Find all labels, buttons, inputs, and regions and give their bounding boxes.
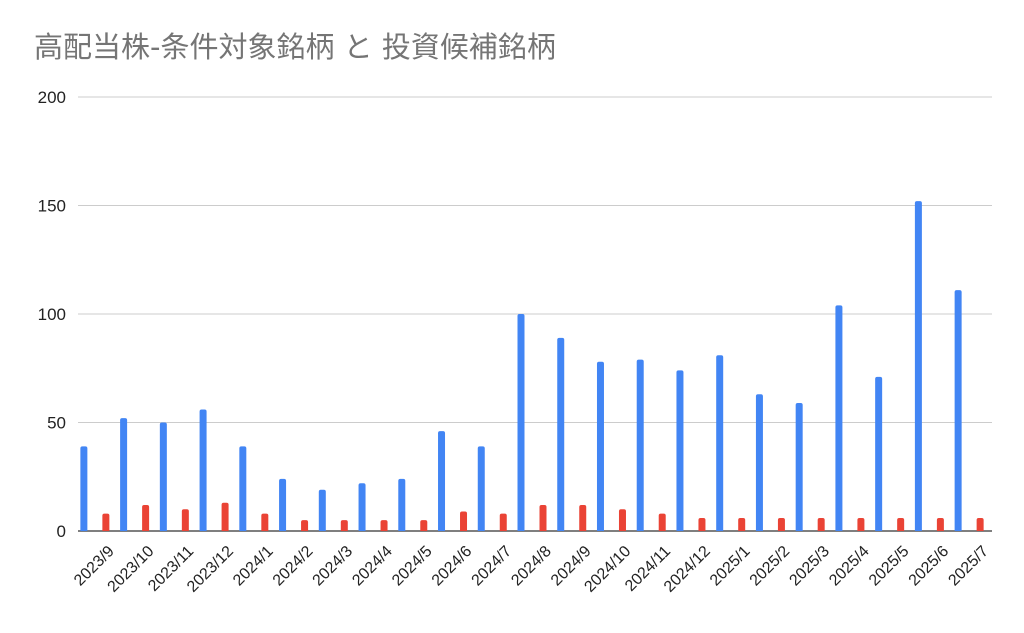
x-tick-label: 2025/5 <box>866 543 913 590</box>
bar-series-1-2024/11 <box>636 359 644 531</box>
chart-title: 高配当株-条件対象銘柄 と 投資候補銘柄 <box>34 30 556 64</box>
bar-series-1-2024/9 <box>557 337 565 531</box>
bar-series-2-2023/12 <box>221 502 229 531</box>
bar-series-1-2025/3 <box>795 402 803 531</box>
bar-series-2-2023/11 <box>181 509 189 531</box>
bar-series-2-2024/9 <box>579 504 587 531</box>
x-tick-label: 2024/8 <box>508 543 555 590</box>
bar-series-1-2024/5 <box>398 478 406 531</box>
y-tick-label: 100 <box>38 305 66 324</box>
bar-series-1-2025/1 <box>716 355 724 531</box>
bar-series-1-2023/10 <box>120 418 128 531</box>
bar-series-2-2025/5 <box>897 517 905 531</box>
y-tick-label: 50 <box>47 414 66 433</box>
x-tick-label: 2024/3 <box>310 543 357 590</box>
bar-series-1-2025/4 <box>835 305 843 531</box>
bar-series-1-2024/12 <box>676 370 684 531</box>
bar-series-2-2024/11 <box>658 513 666 531</box>
bar-series-2-2023/10 <box>142 504 150 531</box>
bar-series-1-2024/1 <box>239 446 247 531</box>
bar-series-1-2024/2 <box>279 478 287 531</box>
bar-series-2-2025/3 <box>817 517 825 531</box>
x-tick-label: 2024/1 <box>230 543 277 590</box>
bar-series-1-2024/8 <box>517 314 525 531</box>
bar-series-1-2024/6 <box>438 431 446 531</box>
y-tick-label: 0 <box>57 522 66 541</box>
bar-series-2-2024/4 <box>380 520 388 531</box>
bar-series-2-2024/8 <box>539 504 547 531</box>
bar-series-1-2025/7 <box>954 290 962 531</box>
bar-series-2-2024/2 <box>301 520 309 531</box>
x-tick-label: 2024/5 <box>389 543 436 590</box>
bar-series-1-2025/5 <box>875 376 883 531</box>
x-tick-label: 2025/7 <box>945 543 992 590</box>
x-tick-label: 2025/4 <box>826 543 873 590</box>
bar-series-2-2025/1 <box>738 517 746 531</box>
x-tick-label: 2024/7 <box>469 543 516 590</box>
x-tick-label: 2024/6 <box>429 543 476 590</box>
x-tick-label: 2025/1 <box>707 543 754 590</box>
x-tick-label: 2025/6 <box>906 543 953 590</box>
bar-series-2-2024/1 <box>261 513 269 531</box>
bar-series-1-2024/7 <box>477 446 485 531</box>
bar-series-1-2024/3 <box>318 489 326 531</box>
bar-series-2-2023/9 <box>102 513 110 531</box>
bar-series-1-2025/2 <box>755 394 763 531</box>
y-tick-label: 150 <box>38 197 66 216</box>
bar-series-2-2024/12 <box>698 517 706 531</box>
bar-series-1-2023/11 <box>159 422 167 531</box>
bar-series-2-2025/4 <box>857 517 865 531</box>
bar-series-2-2024/3 <box>340 520 348 531</box>
y-tick-label: 200 <box>38 88 66 107</box>
x-tick-label: 2025/2 <box>747 543 794 590</box>
bar-series-2-2024/5 <box>420 520 428 531</box>
bar-series-2-2025/6 <box>936 517 944 531</box>
bar-series-2-2025/7 <box>976 517 984 531</box>
bar-series-2-2024/7 <box>499 513 507 531</box>
bar-series-1-2024/10 <box>596 361 604 531</box>
bar-series-1-2025/6 <box>914 201 922 531</box>
bar-series-2-2024/6 <box>460 511 468 531</box>
x-tick-label: 2025/3 <box>786 543 833 590</box>
bar-series-1-2023/12 <box>199 409 207 531</box>
bar-series-2-2025/2 <box>777 517 785 531</box>
bar-series-1-2024/4 <box>358 483 366 531</box>
x-tick-label: 2024/4 <box>349 543 396 590</box>
x-tick-label: 2024/2 <box>270 543 317 590</box>
bar-series-1-2023/9 <box>80 446 88 531</box>
bar-series-2-2024/10 <box>618 509 626 531</box>
